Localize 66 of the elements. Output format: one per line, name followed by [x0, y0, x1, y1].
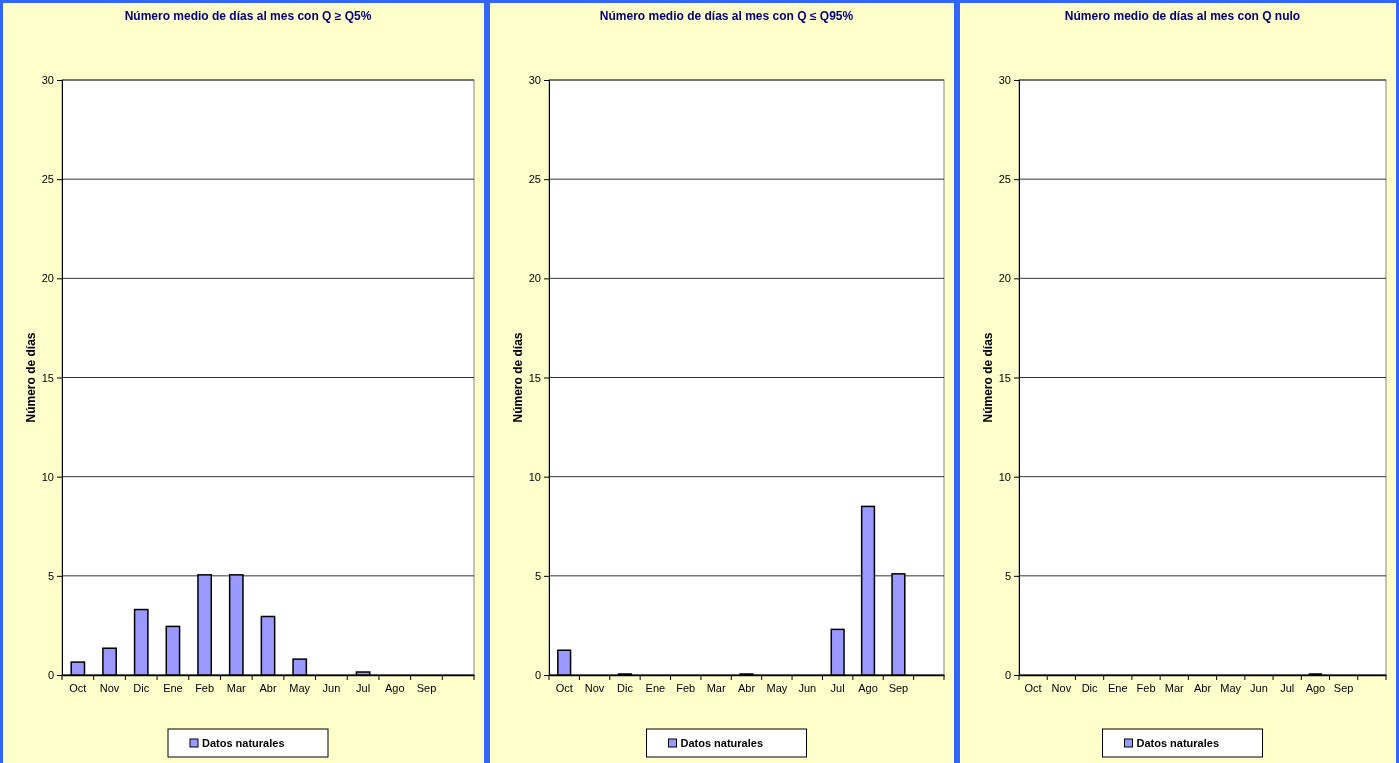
- x-tick-label: Nov: [99, 681, 120, 694]
- y-tick-label: 25: [41, 173, 54, 186]
- y-tick-label: 15: [528, 371, 541, 384]
- x-tick-label: Dic: [1081, 681, 1099, 694]
- x-tick-label: Jun: [1250, 681, 1268, 694]
- x-tick-label: Sep: [1333, 681, 1354, 694]
- x-tick-label: Abr: [1193, 681, 1212, 694]
- y-tick-label: 5: [47, 569, 54, 582]
- x-tick-label: Mar: [1164, 681, 1185, 694]
- x-tick-label: Jun: [798, 681, 817, 694]
- y-tick-label: 20: [998, 272, 1011, 285]
- legend-label: Datos naturales: [1136, 737, 1220, 749]
- x-tick-label: Oct: [555, 681, 573, 694]
- x-tick-label: Oct: [1024, 681, 1042, 694]
- x-tick-label: Oct: [69, 681, 87, 694]
- x-tick-label: May: [1220, 681, 1242, 694]
- x-tick-label: Ene: [163, 681, 183, 694]
- x-tick-label: Ago: [384, 681, 405, 694]
- x-tick-label: Ene: [1108, 681, 1128, 694]
- y-tick-label: 25: [528, 173, 541, 186]
- x-tick-label: Sep: [416, 681, 437, 694]
- chart-title: Número medio de días al mes con Q nulo: [1064, 9, 1301, 23]
- chart-title: Número medio de días al mes con Q ≤ Q95%: [599, 9, 854, 23]
- y-axis-title: Número de días: [24, 332, 38, 423]
- y-tick-label: 30: [528, 74, 541, 87]
- x-tick-label: May: [766, 681, 788, 694]
- x-tick-label: Sep: [888, 681, 909, 694]
- x-tick-label: Jul: [830, 681, 845, 694]
- x-tick-label: Nov: [1051, 681, 1072, 694]
- x-tick-label: May: [289, 681, 311, 694]
- legend-label: Datos naturales: [202, 737, 285, 749]
- x-tick-label: Nov: [584, 681, 605, 694]
- x-tick-label: Jul: [356, 681, 371, 694]
- y-tick-label: 30: [41, 74, 54, 87]
- x-tick-label: Jun: [322, 681, 341, 694]
- y-axis-title: Número de días: [511, 332, 525, 423]
- x-tick-label: Feb: [195, 681, 215, 694]
- y-axis-title: Número de días: [981, 332, 995, 423]
- y-tick-label: 25: [998, 173, 1011, 186]
- y-tick-label: 10: [41, 470, 54, 483]
- x-tick-label: Ene: [645, 681, 666, 694]
- y-tick-label: 10: [998, 470, 1011, 483]
- y-tick-label: 5: [1004, 569, 1011, 582]
- chart-title: Número medio de días al mes con Q ≥ Q5%: [124, 9, 372, 23]
- x-tick-label: Jul: [1280, 681, 1295, 694]
- x-tick-label: Ago: [1305, 681, 1326, 694]
- x-tick-label: Dic: [133, 681, 150, 694]
- x-tick-label: Feb: [1136, 681, 1156, 694]
- y-tick-label: 5: [534, 569, 541, 582]
- y-tick-label: 15: [41, 371, 54, 384]
- x-tick-label: Abr: [737, 681, 756, 694]
- y-tick-label: 10: [528, 470, 541, 483]
- legend-label: Datos naturales: [680, 737, 764, 749]
- y-tick-label: 0: [47, 669, 54, 682]
- x-tick-label: Mar: [226, 681, 247, 694]
- x-tick-label: Dic: [617, 681, 634, 694]
- x-tick-label: Ago: [858, 681, 878, 694]
- x-tick-label: Feb: [676, 681, 696, 694]
- y-tick-label: 0: [534, 669, 541, 682]
- y-tick-label: 20: [528, 272, 541, 285]
- y-tick-label: 20: [41, 272, 54, 285]
- y-tick-label: 0: [1004, 669, 1011, 682]
- x-tick-label: Abr: [259, 681, 277, 694]
- x-tick-label: Mar: [706, 681, 726, 694]
- y-tick-label: 30: [998, 74, 1011, 87]
- y-tick-label: 15: [998, 371, 1011, 384]
